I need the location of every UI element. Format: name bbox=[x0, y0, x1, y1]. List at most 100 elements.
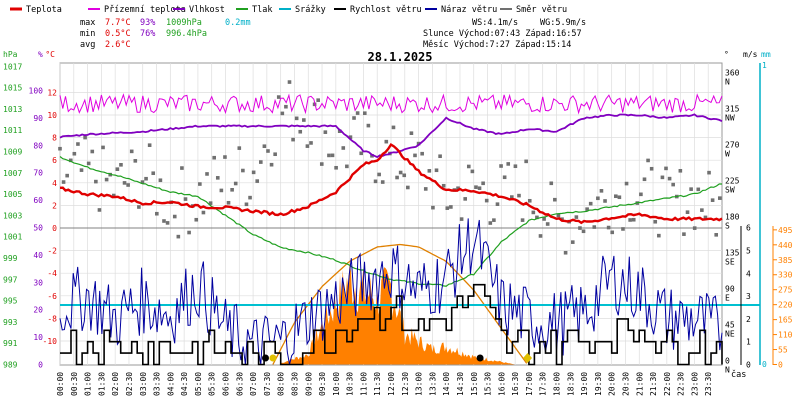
series-wind-dir-point bbox=[262, 144, 267, 148]
series-wind-dir-point bbox=[416, 141, 421, 146]
series-wind-dir-point bbox=[710, 198, 715, 202]
x-tick-label: 06:30 bbox=[235, 372, 244, 396]
series-wind-dir-point bbox=[682, 232, 686, 236]
series-wind-dir-point bbox=[201, 210, 206, 215]
series-wind-dir-point bbox=[233, 181, 238, 186]
y-tick-rain: 1 bbox=[762, 61, 767, 70]
y-tick-dir-deg: 225 bbox=[725, 177, 740, 186]
series-wind-dir-point bbox=[456, 186, 460, 191]
series-wind-dir-point bbox=[155, 211, 159, 216]
series-wind-dir-point bbox=[517, 193, 521, 198]
series-wind-dir-point bbox=[459, 217, 464, 221]
series-wind-dir-point bbox=[165, 221, 170, 225]
series-wind-dir-point bbox=[581, 229, 586, 234]
y-tick-dir-name: SW bbox=[725, 186, 735, 195]
legend-label-feels: Přízemní teplota bbox=[104, 5, 186, 15]
y-tick-radiation: 330 bbox=[778, 271, 793, 280]
y-tick-temp: -8 bbox=[47, 314, 57, 323]
series-wind-dir-point bbox=[614, 194, 618, 199]
y-tick-dir-name: NE bbox=[725, 330, 735, 339]
series-wind-dir-point bbox=[696, 187, 701, 192]
series-wind-dir-point bbox=[302, 118, 306, 122]
series-wind-dir-point bbox=[187, 230, 191, 235]
series-wind-dir-point bbox=[366, 123, 371, 128]
series-wind-dir-point bbox=[144, 176, 148, 181]
series-wind-dir-point bbox=[474, 185, 478, 189]
series-wind-dir-point bbox=[520, 218, 525, 222]
x-tick-label: 11:00 bbox=[359, 372, 368, 396]
series-wind-dir-point bbox=[449, 205, 453, 209]
x-tick-label: 15:00 bbox=[470, 372, 479, 396]
series-wind-dir-point bbox=[542, 217, 546, 221]
series-wind-dir-point bbox=[337, 129, 342, 134]
series-wind-dir-point bbox=[219, 188, 224, 193]
series-wind-dir-point bbox=[230, 187, 234, 192]
x-tick-label: 03:00 bbox=[139, 372, 148, 396]
y-tick-temp: 6 bbox=[52, 156, 57, 165]
y-tick-humidity: 20 bbox=[33, 306, 43, 315]
series-wind-dir-point bbox=[585, 207, 589, 211]
y-tick-wind: 1 bbox=[746, 338, 751, 347]
series-wind-dir-point bbox=[423, 187, 428, 191]
y-tick-pressure: 1005 bbox=[3, 190, 22, 199]
series-wind-dir-point bbox=[667, 176, 672, 181]
series-wind-dir-point bbox=[657, 233, 661, 238]
x-tick-label: 21:30 bbox=[649, 372, 658, 396]
y-tick-pressure: 1015 bbox=[3, 84, 22, 93]
y-tick-humidity: 50 bbox=[33, 224, 43, 233]
series-wind-dir-point bbox=[280, 111, 285, 116]
series-wind-dir-point bbox=[527, 198, 532, 203]
series-wind-dir-point bbox=[251, 170, 256, 175]
series-wind-dir-point bbox=[208, 201, 213, 205]
series-wind-dir-point bbox=[176, 234, 181, 239]
series-wind-dir-point bbox=[470, 169, 475, 174]
axis-unit-dir: ° bbox=[724, 50, 729, 59]
series-wind-dir-point bbox=[427, 169, 432, 173]
x-tick-label: 16:30 bbox=[511, 372, 520, 396]
series-wind-dir-point bbox=[373, 179, 378, 184]
series-wind-dir-point bbox=[147, 143, 152, 147]
legend: Teplota Přízemní teplota Vlhkost Tlak Sr… bbox=[10, 5, 567, 15]
series-wind-dir-point bbox=[481, 181, 485, 186]
series-wind-dir-point bbox=[72, 151, 77, 156]
y-tick-pressure: 1007 bbox=[3, 169, 22, 178]
x-tick-label: 18:00 bbox=[553, 372, 562, 396]
series-wind-dir-point bbox=[294, 116, 299, 121]
y-tick-pressure: 1011 bbox=[3, 126, 22, 135]
y-tick-radiation: 165 bbox=[778, 316, 793, 325]
legend-label-temp: Teplota bbox=[26, 5, 62, 15]
axis-unit-pressure: hPa bbox=[3, 50, 18, 59]
x-tick-label: 03:30 bbox=[153, 372, 162, 396]
axis-unit-wind: m/s bbox=[743, 50, 758, 59]
x-tick-label: 13:30 bbox=[428, 372, 437, 396]
info-wg: WG:5.9m/s bbox=[540, 18, 586, 28]
series-wind-dir-point bbox=[362, 111, 367, 115]
y-tick-dir-name: NW bbox=[725, 114, 735, 123]
series-wind-dir-point bbox=[538, 234, 543, 238]
y-tick-pressure: 991 bbox=[3, 339, 18, 348]
x-tick-label: 08:00 bbox=[277, 372, 286, 396]
series-wind-dir-point bbox=[194, 217, 199, 222]
series-wind-dir-point bbox=[83, 135, 87, 140]
series-wind-dir-point bbox=[703, 215, 708, 220]
series-wind-dir-point bbox=[441, 183, 446, 188]
series-wind-dir-point bbox=[255, 179, 260, 183]
series-wind-dir-point bbox=[287, 80, 292, 84]
series-wind-dir-point bbox=[646, 158, 650, 163]
y-tick-radiation: 55 bbox=[778, 346, 788, 355]
y-tick-dir-deg: 180 bbox=[725, 213, 740, 222]
x-tick-label: 06:00 bbox=[222, 372, 231, 396]
y-tick-pressure: 995 bbox=[3, 297, 18, 306]
series-wind-dir-point bbox=[237, 146, 242, 150]
series-wind-dir-point bbox=[115, 167, 120, 171]
y-tick-humidity: 100 bbox=[29, 87, 44, 96]
series-wind-dir-point bbox=[248, 195, 252, 200]
series-wind-dir-point bbox=[502, 175, 507, 180]
series-wind-dir-point bbox=[685, 210, 690, 214]
series-wind-dir-point bbox=[269, 162, 274, 167]
series-wind-dir-point bbox=[692, 226, 697, 230]
series-wind-dir-point bbox=[61, 180, 66, 184]
y-tick-radiation: 440 bbox=[778, 241, 793, 250]
series-wind-dir-point bbox=[492, 218, 496, 222]
series-temp bbox=[59, 142, 723, 225]
